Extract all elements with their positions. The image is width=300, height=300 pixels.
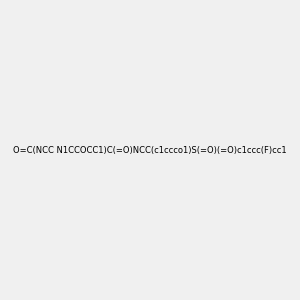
Text: O=C(NCC N1CCOCC1)C(=O)NCC(c1ccco1)S(=O)(=O)c1ccc(F)cc1: O=C(NCC N1CCOCC1)C(=O)NCC(c1ccco1)S(=O)(… — [13, 146, 287, 154]
